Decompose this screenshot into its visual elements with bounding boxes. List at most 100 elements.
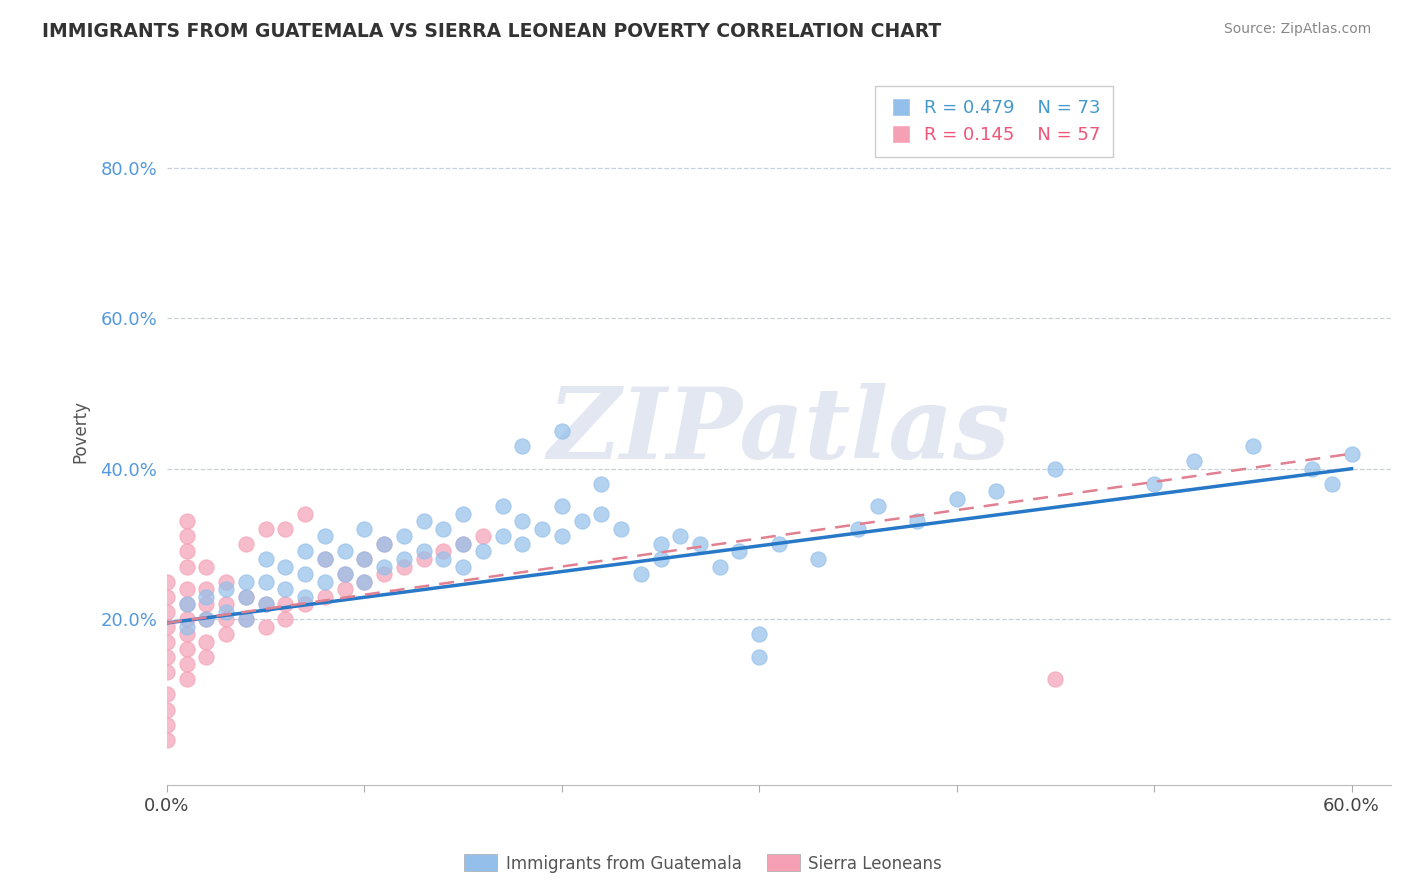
Point: [510, 515, 533, 529]
Point: [1340, 447, 1362, 461]
Point: [314, 574, 336, 589]
Point: [510, 439, 533, 453]
Point: [156, 688, 179, 702]
Point: [294, 597, 316, 611]
Point: [333, 567, 356, 582]
Point: [215, 605, 238, 619]
Point: [235, 537, 257, 551]
Point: [195, 649, 218, 664]
Point: [176, 627, 198, 641]
Point: [156, 649, 179, 664]
Point: [314, 552, 336, 566]
Point: [591, 507, 613, 521]
Point: [353, 574, 375, 589]
Point: [551, 529, 574, 543]
Point: [195, 612, 218, 626]
Point: [176, 597, 198, 611]
Point: [551, 424, 574, 438]
Point: [215, 597, 238, 611]
Point: [392, 552, 415, 566]
Point: [215, 582, 238, 596]
Text: Source: ZipAtlas.com: Source: ZipAtlas.com: [1223, 22, 1371, 37]
Point: [195, 582, 218, 596]
Legend: R = 0.479    N = 73, R = 0.145    N = 57: R = 0.479 N = 73, R = 0.145 N = 57: [875, 87, 1112, 157]
Point: [748, 627, 770, 641]
Point: [254, 597, 277, 611]
Point: [945, 491, 967, 506]
Point: [591, 476, 613, 491]
Point: [491, 529, 513, 543]
Point: [748, 649, 770, 664]
Point: [215, 627, 238, 641]
Point: [176, 657, 198, 672]
Point: [274, 597, 297, 611]
Point: [156, 732, 179, 747]
Point: [156, 574, 179, 589]
Point: [866, 500, 889, 514]
Point: [1143, 476, 1166, 491]
Point: [1320, 476, 1343, 491]
Point: [709, 559, 731, 574]
Point: [432, 522, 454, 536]
Point: [314, 590, 336, 604]
Point: [294, 544, 316, 558]
Point: [333, 544, 356, 558]
Point: [195, 597, 218, 611]
Point: [254, 522, 277, 536]
Point: [176, 642, 198, 657]
Point: [728, 544, 751, 558]
Point: [984, 484, 1007, 499]
Point: [176, 544, 198, 558]
Point: [195, 612, 218, 626]
Point: [176, 612, 198, 626]
Point: [451, 559, 474, 574]
Point: [176, 597, 198, 611]
Point: [254, 552, 277, 566]
Point: [451, 537, 474, 551]
Point: [176, 559, 198, 574]
Text: IMMIGRANTS FROM GUATEMALA VS SIERRA LEONEAN POVERTY CORRELATION CHART: IMMIGRANTS FROM GUATEMALA VS SIERRA LEON…: [42, 22, 942, 41]
Point: [294, 507, 316, 521]
Point: [235, 612, 257, 626]
Point: [176, 529, 198, 543]
Point: [274, 522, 297, 536]
Point: [373, 567, 395, 582]
Point: [432, 552, 454, 566]
Point: [571, 515, 593, 529]
Point: [510, 537, 533, 551]
Point: [353, 552, 375, 566]
Point: [471, 544, 494, 558]
Point: [1182, 454, 1205, 468]
Point: [215, 574, 238, 589]
Point: [254, 574, 277, 589]
Point: [846, 522, 869, 536]
Point: [373, 537, 395, 551]
Point: [235, 574, 257, 589]
Point: [156, 590, 179, 604]
Legend: Immigrants from Guatemala, Sierra Leoneans: Immigrants from Guatemala, Sierra Leonea…: [457, 847, 949, 880]
Point: [176, 620, 198, 634]
Point: [314, 552, 336, 566]
Point: [294, 590, 316, 604]
Point: [195, 634, 218, 648]
Point: [373, 537, 395, 551]
Point: [412, 552, 434, 566]
Point: [333, 567, 356, 582]
Point: [451, 507, 474, 521]
Point: [195, 559, 218, 574]
Point: [314, 529, 336, 543]
Point: [412, 544, 434, 558]
Point: [491, 500, 513, 514]
Point: [1241, 439, 1264, 453]
Point: [235, 590, 257, 604]
Point: [353, 552, 375, 566]
Point: [156, 717, 179, 731]
Point: [669, 529, 692, 543]
Point: [156, 605, 179, 619]
Point: [650, 552, 672, 566]
Point: [392, 559, 415, 574]
Point: [176, 673, 198, 687]
Point: [235, 590, 257, 604]
Point: [156, 702, 179, 716]
Point: [176, 582, 198, 596]
